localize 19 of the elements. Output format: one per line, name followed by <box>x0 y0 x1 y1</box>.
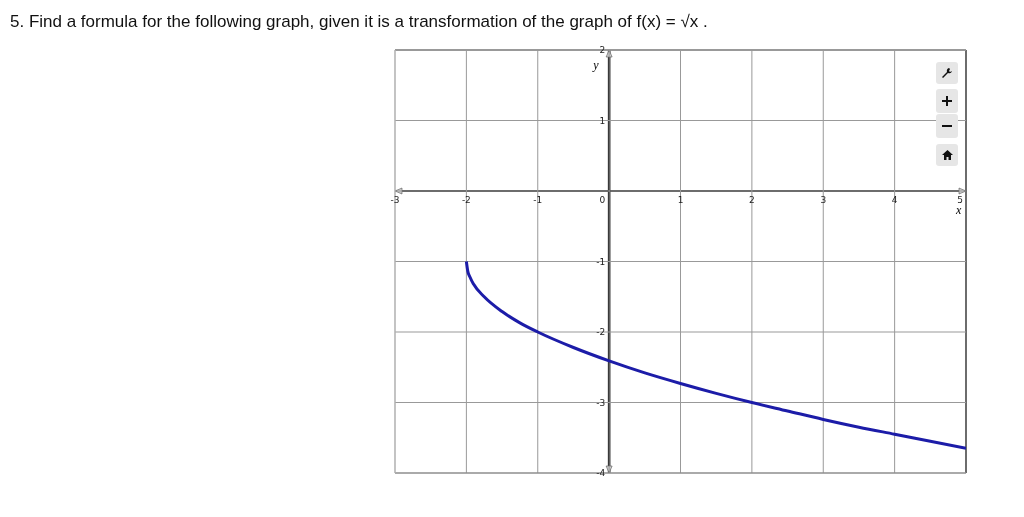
y-tick-label: -3 <box>596 397 606 408</box>
line-series <box>464 260 966 450</box>
x-tick-label: -2 <box>461 195 471 205</box>
y-tick-label: 2 <box>599 45 606 55</box>
x-tick-label: 1 <box>677 195 684 205</box>
y-axis-title: y <box>592 58 600 72</box>
y-tick-label: -1 <box>596 256 606 267</box>
y-tick-label: 1 <box>599 115 606 126</box>
x-tick-label: 4 <box>891 195 898 205</box>
x-tick-label: -1 <box>533 195 543 205</box>
x-axis-title: x <box>955 203 962 217</box>
x-tick-label: 2 <box>749 195 755 205</box>
x-tick-label: 5 <box>957 195 963 205</box>
x-tick-label: 0 <box>599 195 606 205</box>
y-tick-label: -2 <box>596 327 606 337</box>
y-tick-label: -4 <box>596 468 606 478</box>
chart-title: 5. Find a formula for the following graph, given it is a transformation of the graph of f(x) = √x . <box>10 12 708 32</box>
x-tick-label: 3 <box>820 195 827 205</box>
x-tick-label: -3 <box>390 195 400 205</box>
